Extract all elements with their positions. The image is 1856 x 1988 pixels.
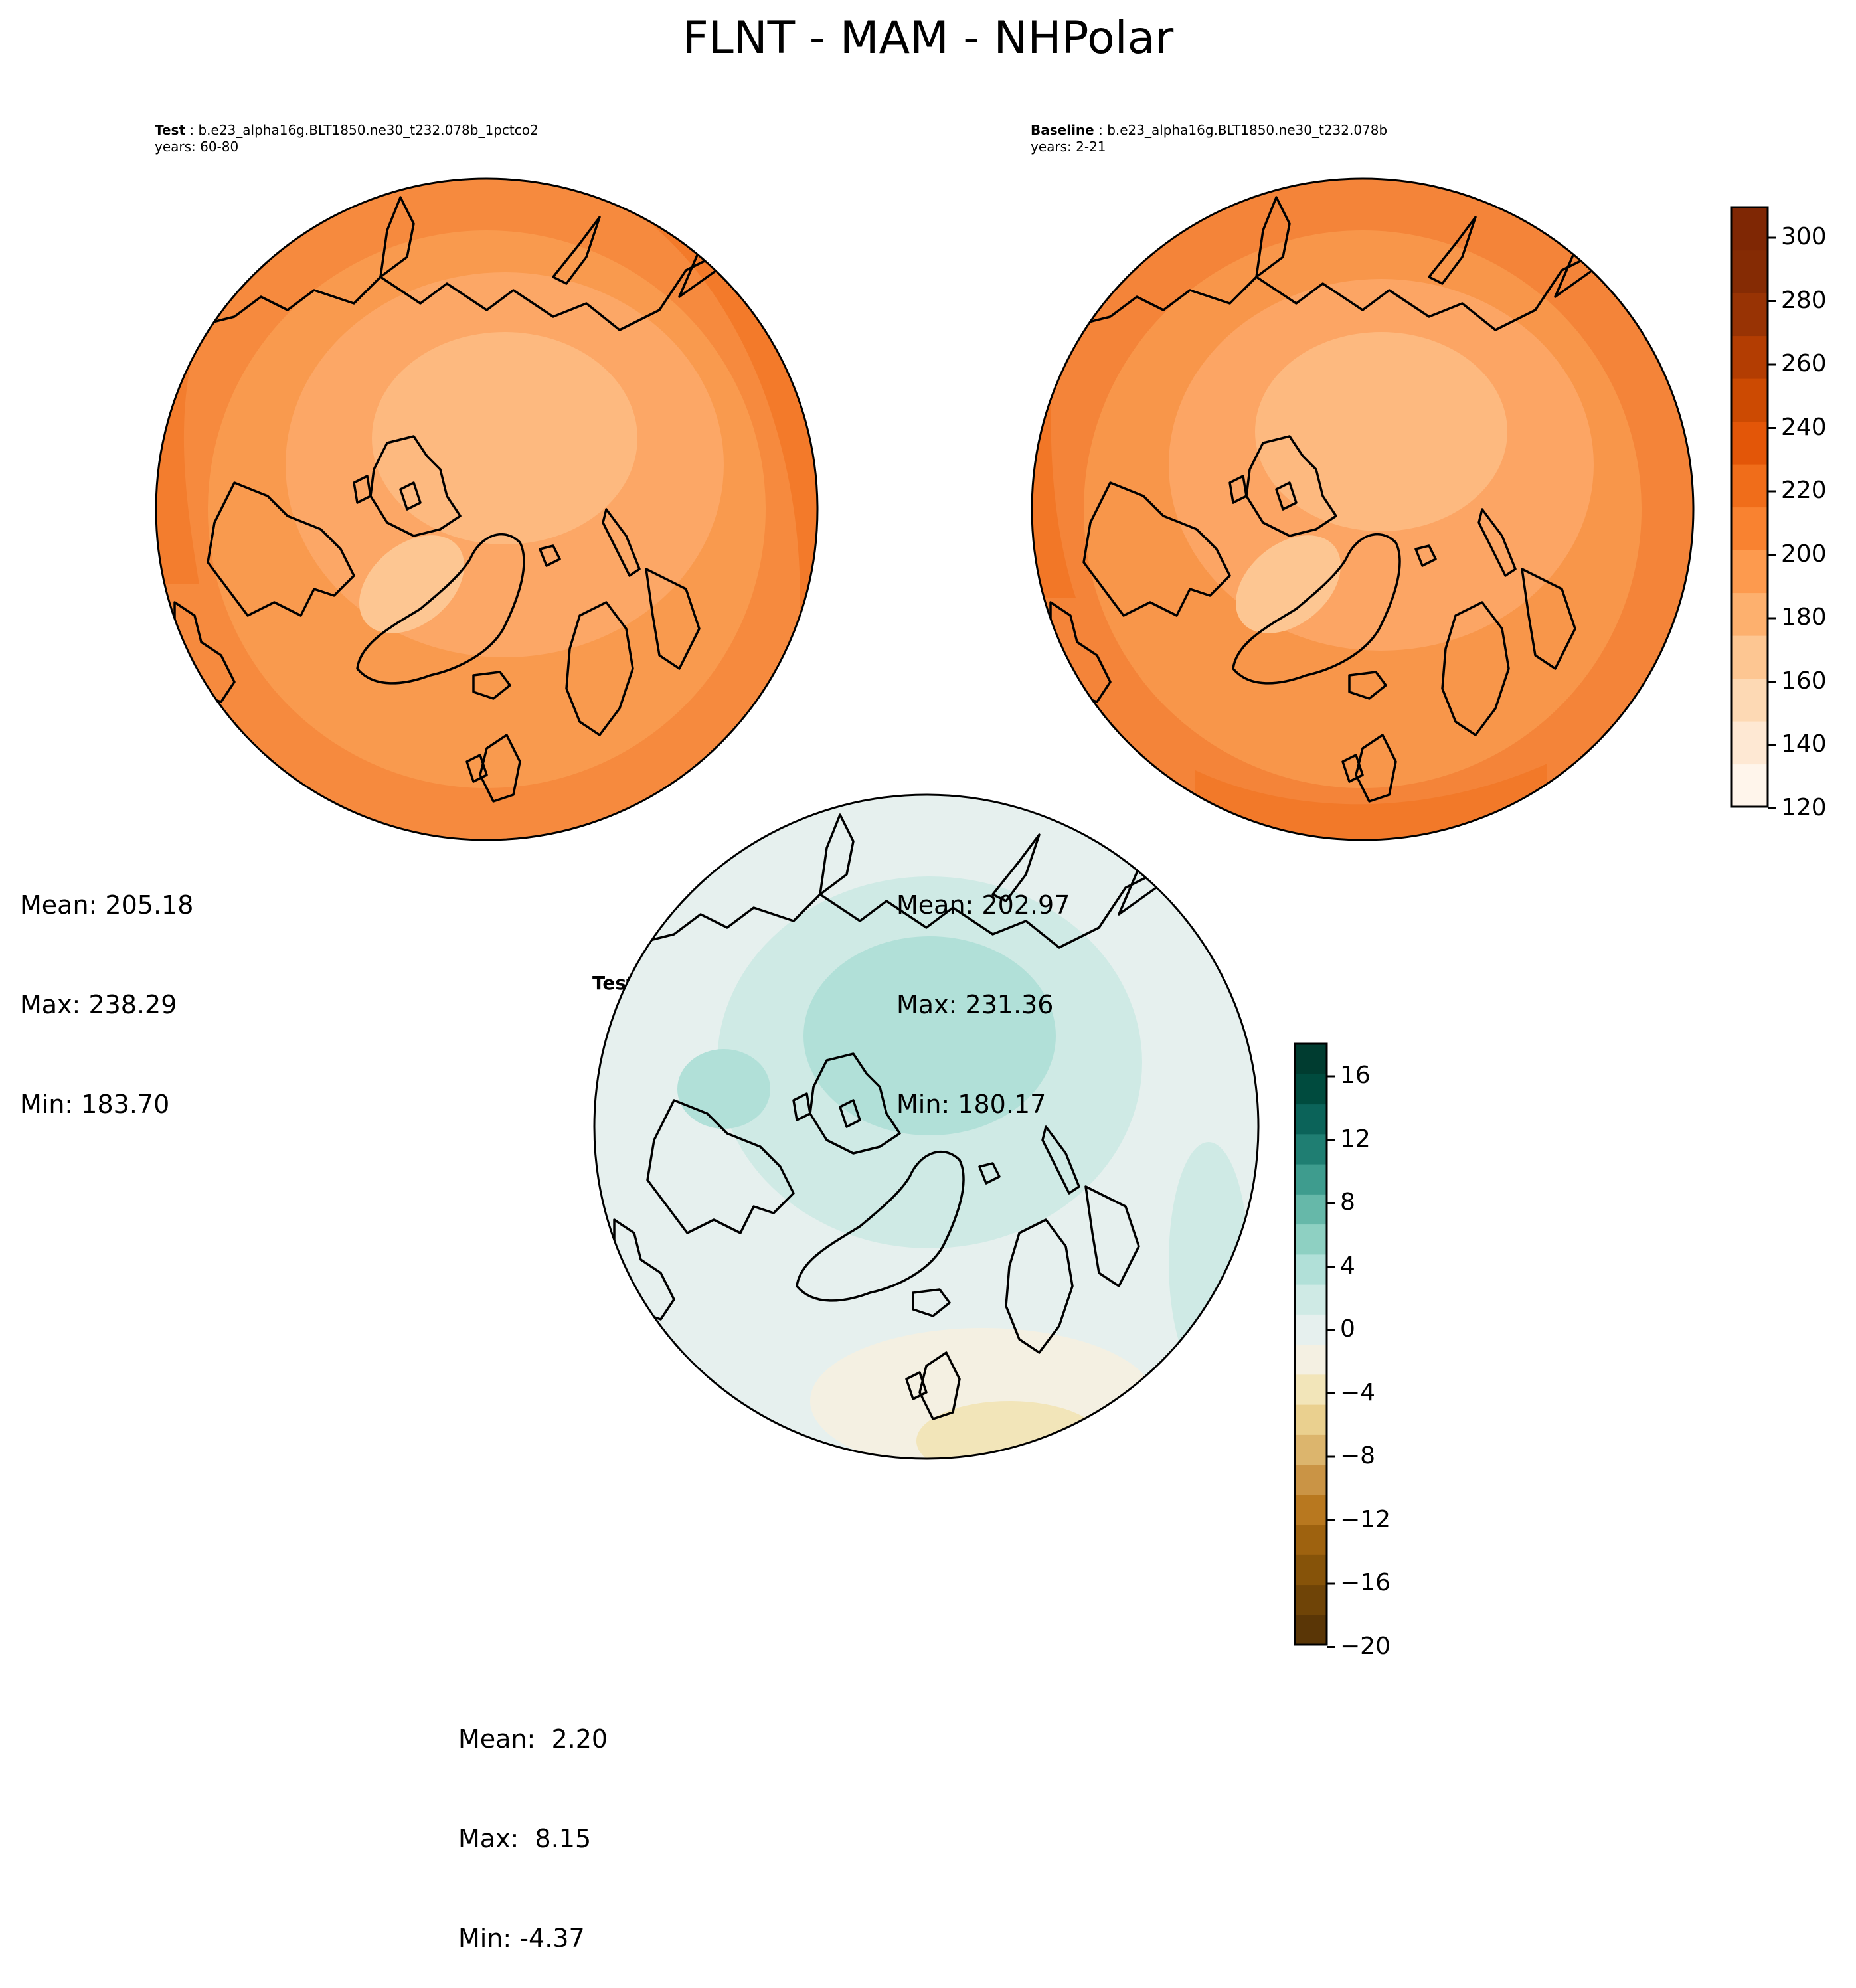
- colorbar-diff-segment: [1295, 1554, 1327, 1586]
- colorbar-main-segment: [1732, 678, 1768, 722]
- colorbar-main: [1730, 206, 1776, 809]
- colorbar-main-segment: [1732, 464, 1768, 508]
- colorbar-diff-tick-label: −4: [1340, 1378, 1376, 1406]
- colorbar-main-tick-label: 240: [1781, 413, 1827, 441]
- test-max: Max: 238.29: [20, 990, 177, 1019]
- baseline-years: years: 2-21: [1031, 139, 1106, 155]
- test-mean: Mean: 205.18: [20, 890, 194, 920]
- colorbar-diff-segment: [1295, 1525, 1327, 1555]
- test-panel-header: Test : b.e23_alpha16g.BLT1850.ne30_t232.…: [155, 122, 539, 155]
- colorbar-diff-segment: [1295, 1434, 1327, 1465]
- baseline-map-boundary: [1031, 177, 1695, 841]
- colorbar-diff-segment: [1295, 1584, 1327, 1615]
- test-map: [155, 177, 819, 841]
- colorbar-diff-frame: [1294, 1042, 1328, 1646]
- colorbar-diff-segment: [1295, 1254, 1327, 1285]
- colorbar-diff-segment: [1295, 1074, 1327, 1105]
- baseline-case-name: b.e23_alpha16g.BLT1850.ne30_t232.078b: [1107, 122, 1388, 138]
- colorbar-diff-segment: [1295, 1404, 1327, 1435]
- colorbar-diff-segment: [1295, 1374, 1327, 1405]
- colorbar-diff-segment: [1295, 1164, 1327, 1195]
- figure-title: FLNT - MAM - NHPolar: [682, 12, 1174, 64]
- baseline-map: [1031, 177, 1695, 841]
- colorbar-diff-segment: [1295, 1194, 1327, 1225]
- colorbar-diff-tick-label: 0: [1340, 1315, 1355, 1343]
- colorbar-main-segment: [1732, 592, 1768, 636]
- colorbar-diff-tick-label: −16: [1340, 1569, 1391, 1596]
- colorbar-diff-segment: [1295, 1044, 1327, 1074]
- baseline-panel-header: Baseline : b.e23_alpha16g.BLT1850.ne30_t…: [1031, 122, 1388, 155]
- test-years: years: 60-80: [155, 139, 239, 155]
- colorbar-diff: [1294, 1042, 1335, 1648]
- colorbar-diff-segment: [1295, 1494, 1327, 1525]
- diff-min: Min: -4.37: [458, 1924, 585, 1953]
- baseline-label: Baseline: [1031, 122, 1094, 138]
- colorbar-main-segment: [1732, 335, 1768, 379]
- colorbar-diff-segment: [1295, 1133, 1327, 1165]
- colorbar-main-segment: [1732, 378, 1768, 422]
- colorbar-main-tick-label: 260: [1781, 350, 1827, 377]
- colorbar-main-tick-label: 160: [1781, 667, 1827, 695]
- colorbar-diff-tick-label: 8: [1340, 1189, 1355, 1216]
- colorbar-main-segment: [1732, 250, 1768, 293]
- colorbar-main-segment: [1732, 635, 1768, 679]
- colorbar-main-tick-label: 180: [1781, 604, 1827, 631]
- maps-canvas: [155, 177, 1776, 1648]
- diff-mean: Mean: 2.20: [458, 1724, 608, 1754]
- diff-map-boundary: [593, 793, 1260, 1460]
- colorbar-main-segment: [1732, 507, 1768, 550]
- colorbar-diff-segment: [1295, 1314, 1327, 1345]
- colorbar-diff-segment: [1295, 1224, 1327, 1255]
- colorbar-main-segment: [1732, 293, 1768, 337]
- colorbar-main-segment: [1732, 721, 1768, 765]
- colorbar-main-tick-label: 280: [1781, 286, 1827, 314]
- diff-max: Max: 8.15: [458, 1824, 592, 1853]
- colorbar-diff-tick-label: −20: [1340, 1632, 1391, 1660]
- colorbar-diff-segment: [1295, 1104, 1327, 1135]
- colorbar-main-tick-label: 300: [1781, 223, 1827, 250]
- colorbar-main-segment: [1732, 207, 1768, 251]
- colorbar-main-tick-label: 200: [1781, 540, 1827, 568]
- colorbar-diff-tick-label: −8: [1340, 1442, 1376, 1469]
- colorbar-main-segment: [1732, 421, 1768, 465]
- colorbar-diff-tick-label: −12: [1340, 1505, 1391, 1533]
- colorbar-main-tick-label: 120: [1781, 793, 1827, 821]
- colorbar-diff-tick-label: 16: [1340, 1062, 1371, 1089]
- test-stats: Mean: 205.18 Max: 238.29 Min: 183.70: [20, 822, 193, 1154]
- colorbar-main-segment: [1732, 764, 1768, 807]
- test-map-boundary: [155, 177, 819, 841]
- colorbar-diff-segment: [1295, 1464, 1327, 1495]
- test-case-name: b.e23_alpha16g.BLT1850.ne30_t232.078b_1p…: [198, 122, 539, 138]
- colorbar-diff-tick-label: 4: [1340, 1252, 1355, 1280]
- colorbar-main-segment: [1732, 550, 1768, 594]
- colorbar-diff-tick-label: 12: [1340, 1125, 1371, 1153]
- baseline-mean: Mean: 202.97: [896, 890, 1070, 920]
- colorbar-diff-segment: [1295, 1344, 1327, 1375]
- test-min: Min: 183.70: [20, 1090, 170, 1119]
- diff-stats: Mean: 2.20 Max: 8.15 Min: -4.37: [458, 1656, 608, 1988]
- colorbar-diff-segment: [1295, 1614, 1327, 1645]
- test-label: Test: [155, 122, 186, 138]
- baseline-max: Max: 231.36: [896, 990, 1054, 1019]
- baseline-min: Min: 180.17: [896, 1090, 1047, 1119]
- colorbar-main-tick-label: 140: [1781, 730, 1827, 758]
- colorbar-main-tick-label: 220: [1781, 477, 1827, 504]
- colorbar-main-frame: [1730, 206, 1769, 808]
- baseline-stats: Mean: 202.97 Max: 231.36 Min: 180.17: [896, 822, 1070, 1154]
- colorbar-diff-segment: [1295, 1284, 1327, 1315]
